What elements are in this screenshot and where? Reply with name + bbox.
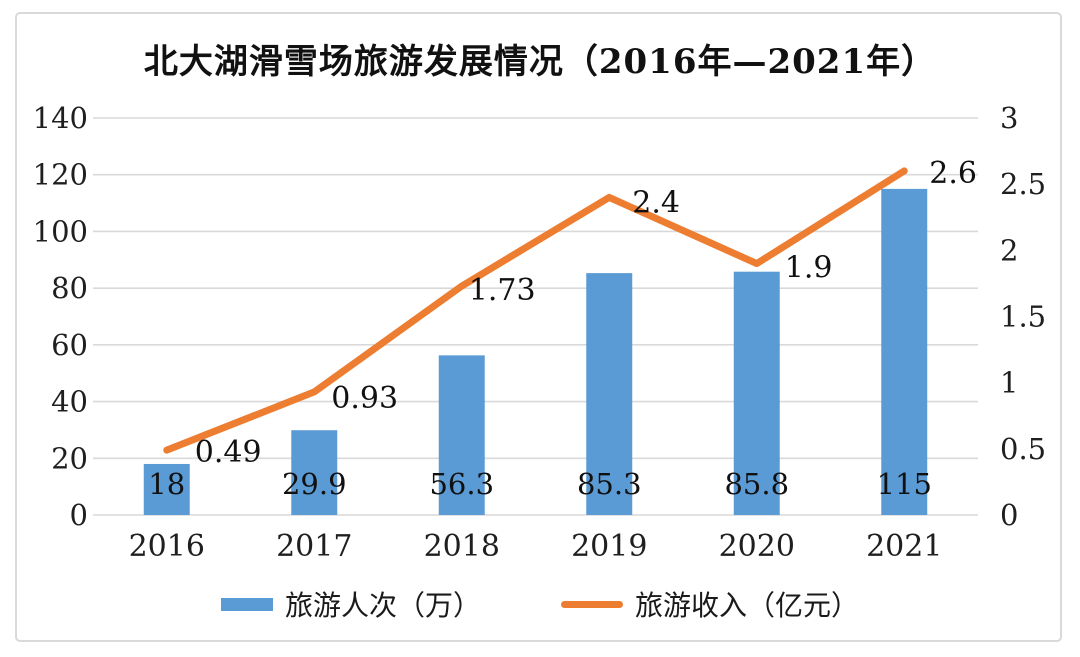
bar-data-label: 18 [148, 467, 185, 501]
chart-title: 北大湖滑雪场旅游发展情况（2016年—2021年） [143, 42, 937, 82]
legend-item-visitors: 旅游人次（万） [220, 584, 481, 624]
x-axis-label: 2017 [276, 529, 352, 564]
line-data-labels: 0.49 0.93 1.73 2.4 1.9 2.6 [195, 156, 977, 470]
bar-data-label: 115 [877, 467, 932, 501]
legend-label-visitors: 旅游人次（万） [284, 589, 481, 622]
legend: 旅游人次（万） 旅游收入（亿元） [0, 584, 1080, 624]
line-data-label: 2.6 [929, 156, 977, 191]
left-axis-tick-label: 80 [51, 271, 88, 305]
line-data-label: 0.49 [195, 435, 262, 470]
bar-data-labels: 18 29.9 56.3 85.3 85.8 115 [148, 467, 932, 501]
line-data-label: 1.9 [785, 251, 833, 286]
x-axis-labels: 2016 2017 2018 2019 2020 2021 [129, 529, 943, 564]
left-axis-tick-label: 60 [51, 328, 88, 362]
right-axis-tick-label: 0 [1000, 498, 1018, 532]
line-data-label: 2.4 [632, 185, 680, 220]
gridlines [93, 117, 978, 516]
right-axis-ticks: 0 0.5 1 1.5 2 2.5 3 [1000, 101, 1046, 532]
bar-data-label: 29.9 [282, 467, 347, 501]
bar-2021 [881, 188, 928, 515]
line-data-label: 0.93 [331, 381, 398, 416]
line-series [163, 167, 908, 454]
legend-item-revenue: 旅游收入（亿元） [561, 584, 859, 624]
right-axis-tick-label: 3 [1000, 101, 1018, 135]
right-axis-tick-label: 1 [1000, 366, 1018, 400]
x-axis-label: 2018 [424, 529, 500, 564]
right-axis-tick-label: 2 [1000, 233, 1018, 267]
x-axis-label: 2020 [719, 529, 795, 564]
x-axis-label: 2019 [571, 529, 647, 564]
bar-2016 [143, 463, 190, 515]
left-axis-tick-label: 40 [51, 385, 88, 419]
bar-data-label: 56.3 [429, 467, 494, 501]
left-axis-tick-label: 140 [33, 101, 88, 135]
right-axis-tick-label: 0.5 [1000, 432, 1046, 466]
line-series-swatch-icon [561, 600, 623, 608]
right-axis-tick-label: 1.5 [1000, 300, 1046, 334]
bar-2017 [291, 430, 338, 515]
x-axis-label: 2021 [866, 529, 942, 564]
legend-label-revenue: 旅游收入（亿元） [635, 589, 860, 622]
right-axis-tick-label: 2.5 [1000, 167, 1046, 201]
left-axis-tick-label: 100 [33, 214, 88, 248]
bar-2019 [586, 273, 633, 515]
bar-data-label: 85.3 [577, 467, 642, 501]
bar-series [143, 188, 928, 515]
bar-2018 [438, 355, 485, 515]
left-axis-tick-label: 120 [33, 158, 88, 192]
left-axis-tick-label: 20 [51, 441, 88, 475]
bar-2020 [733, 271, 780, 515]
line-data-label: 1.73 [469, 273, 536, 308]
left-axis-ticks: 0 20 40 60 80 100 120 140 [33, 101, 88, 532]
left-axis-tick-label: 0 [70, 498, 88, 532]
bar-data-label: 85.8 [724, 467, 789, 501]
x-axis-label: 2016 [129, 529, 205, 564]
bar-series-swatch-icon [220, 597, 273, 611]
